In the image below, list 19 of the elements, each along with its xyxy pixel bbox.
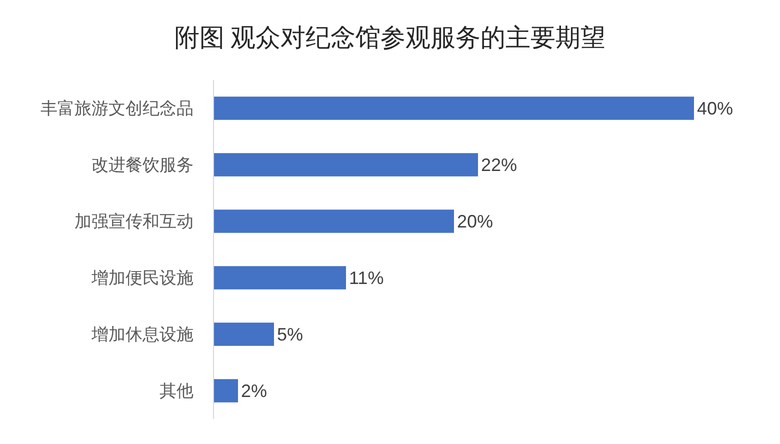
bar bbox=[214, 322, 274, 346]
y-tick-label: 改进餐饮服务 bbox=[92, 156, 194, 175]
data-label: 40% bbox=[697, 98, 734, 118]
data-label: 20% bbox=[457, 211, 494, 232]
bar bbox=[214, 96, 694, 120]
data-label: 5% bbox=[277, 324, 304, 344]
bar bbox=[214, 266, 346, 290]
bar bbox=[214, 379, 238, 402]
y-tick-label: 增加便民设施 bbox=[90, 268, 194, 288]
data-label: 11% bbox=[349, 268, 384, 288]
chart-title: 附图 观众对纪念馆参观服务的主要期望 bbox=[174, 24, 606, 52]
y-tick-label: 增加休息设施 bbox=[90, 325, 194, 344]
data-label: 2% bbox=[241, 380, 268, 401]
bar bbox=[214, 153, 478, 176]
data-label: 22% bbox=[481, 154, 518, 175]
y-tick-label: 其他 bbox=[160, 382, 194, 401]
y-tick-label: 丰富旅游文创纪念品 bbox=[40, 99, 194, 118]
y-tick-label: 加强宣传和互动 bbox=[74, 212, 194, 232]
bar bbox=[214, 210, 454, 233]
